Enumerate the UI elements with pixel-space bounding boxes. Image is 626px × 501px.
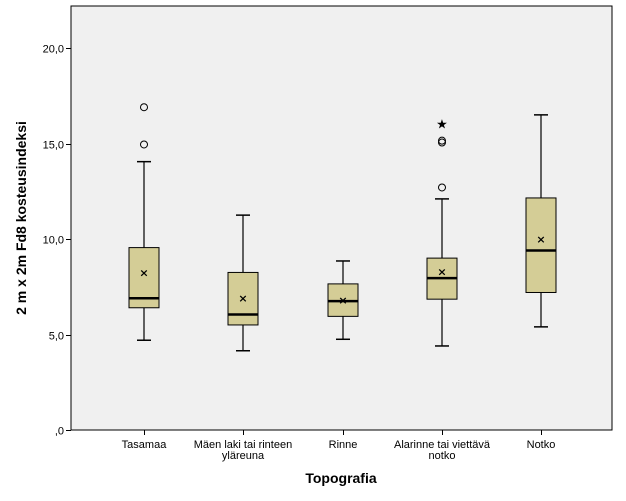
mean-marker: × [338, 294, 347, 307]
extreme-outlier-marker: ★ [436, 117, 448, 132]
box-group: ×★ [426, 117, 458, 347]
x-tick-label: yläreuna [222, 450, 265, 462]
y-axis-title: 2 m x 2m Fd8 kosteusindeksi [13, 121, 29, 315]
x-tick-label: Mäen laki tai rinteen [194, 439, 292, 451]
x-axis-title: Topografia [305, 470, 377, 486]
x-tick-label: Alarinne tai viettävä [394, 439, 491, 451]
x-tick-label: Notko [527, 439, 556, 451]
outlier-marker [438, 183, 446, 192]
mean-marker: × [238, 292, 247, 305]
box-group: × [128, 103, 160, 341]
y-tick-label: 15,0 [43, 140, 64, 152]
y-tick-label: ,0 [55, 426, 64, 438]
outlier-marker [140, 103, 148, 112]
box-group: × [525, 114, 557, 328]
y-tick-label: 5,0 [49, 331, 64, 343]
y-axis: ,0 5,0 10,0 15,0 20,0 [43, 44, 71, 438]
box [227, 271, 259, 326]
boxes: ×× ××★× [128, 103, 557, 352]
x-tick-label: Rinne [329, 439, 358, 451]
plot-area [70, 5, 613, 431]
box-group: × [327, 260, 359, 341]
box [525, 197, 557, 293]
mean-marker: × [536, 233, 545, 246]
x-tick-label: Tasamaa [122, 439, 168, 451]
x-tick-label: notko [429, 450, 456, 462]
mean-marker: × [437, 265, 446, 278]
outlier-marker [140, 140, 148, 149]
y-tick-label: 20,0 [43, 44, 64, 56]
mean-marker: × [139, 266, 148, 279]
y-tick-label: 10,0 [43, 235, 64, 247]
box-group: × [227, 214, 259, 352]
outlier-marker [438, 136, 446, 145]
